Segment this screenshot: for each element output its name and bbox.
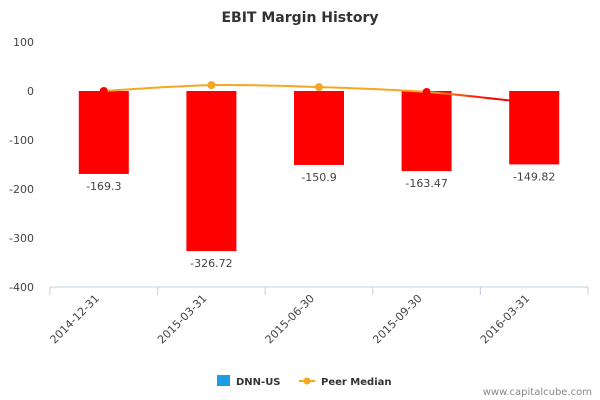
y-tick-label: 0 — [27, 85, 34, 98]
y-tick-label: -200 — [9, 183, 34, 196]
peer-median-point — [99, 87, 108, 95]
y-tick-label: -300 — [9, 232, 34, 245]
y-tick-label: 100 — [13, 36, 34, 49]
data-label: -150.9 — [301, 171, 336, 184]
bar-series — [78, 91, 560, 252]
data-label: -169.3 — [86, 180, 121, 193]
data-labels: -169.3 -326.72 -150.9 -163.47 -149.82 — [86, 170, 555, 270]
bar — [294, 91, 344, 165]
legend-item-dnn-us[interactable]: DNN-US — [217, 375, 281, 388]
x-tick-label: 2016-03-31 — [478, 292, 532, 346]
legend[interactable]: DNN-US Peer Median — [217, 375, 392, 388]
legend-label-peer-median: Peer Median — [321, 377, 392, 388]
bar — [186, 91, 237, 252]
peer-median-point — [315, 83, 323, 92]
peer-median-series — [99, 81, 535, 105]
data-label: -163.47 — [405, 177, 447, 190]
peer-median-point — [422, 87, 431, 96]
y-tick-label: -100 — [9, 134, 34, 147]
x-tick-label: 2015-06-30 — [263, 292, 317, 346]
y-axis: 100 0 -100 -200 -300 -400 — [9, 36, 34, 294]
legend-swatch-dnn-us — [217, 375, 230, 386]
peer-median-point — [207, 81, 216, 90]
legend-marker-peer-median — [303, 377, 311, 385]
chart-title: EBIT Margin History — [221, 10, 378, 26]
x-axis: 2014-12-31 2015-03-31 2015-06-30 2015-09-30… — [48, 286, 589, 346]
x-tick-label: 2014-12-31 — [48, 292, 102, 346]
legend-item-peer-median[interactable]: Peer Median — [299, 377, 392, 388]
data-label: -149.82 — [513, 170, 555, 183]
bar — [78, 91, 129, 174]
footer-source: www.capitalcube.com — [483, 387, 592, 398]
y-tick-label: -400 — [9, 281, 34, 294]
x-tick-label: 2015-03-31 — [155, 292, 209, 346]
data-label: -326.72 — [190, 257, 232, 270]
legend-label-dnn-us: DNN-US — [236, 377, 281, 388]
bar — [401, 91, 452, 172]
x-tick-label: 2015-09-30 — [370, 292, 424, 346]
